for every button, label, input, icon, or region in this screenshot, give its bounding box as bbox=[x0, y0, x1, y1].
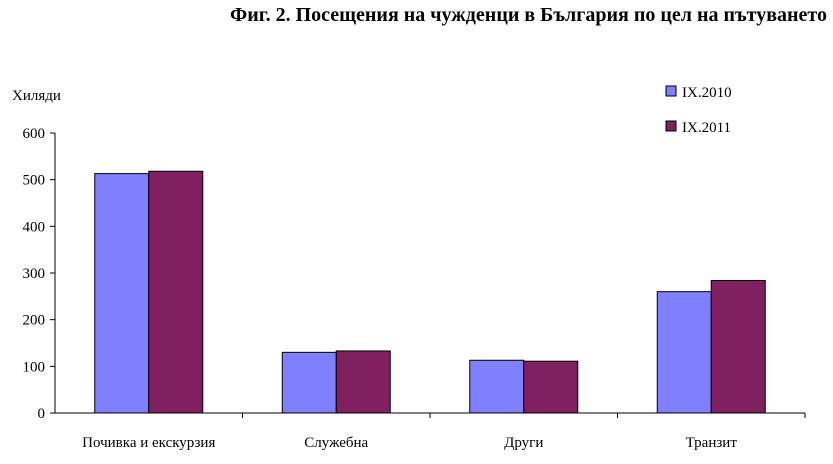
x-tick-label: Служебна bbox=[304, 435, 368, 451]
y-tick-label: 200 bbox=[23, 313, 46, 329]
bars bbox=[94, 170, 766, 414]
bar-ix-2011 bbox=[148, 170, 204, 414]
bar-ix-2010 bbox=[281, 351, 337, 414]
chart-title: Фиг. 2. Посещения на чужденци в България… bbox=[230, 4, 827, 26]
y-axis-ticks: 0 100 200 300 400 500 600 bbox=[23, 126, 55, 422]
bar-ix-2010 bbox=[656, 291, 712, 414]
legend-label: IX.2010 bbox=[682, 85, 732, 101]
bar-ix-2011 bbox=[335, 350, 391, 414]
bar-ix-2010 bbox=[94, 173, 150, 414]
x-axis-ticks: Почивка и екскурзия Служебна Други Транзит bbox=[82, 413, 806, 451]
bar-ix-2011 bbox=[523, 360, 579, 414]
y-tick-label: 500 bbox=[23, 173, 46, 189]
legend-swatch bbox=[665, 120, 677, 132]
bar-ix-2010 bbox=[469, 359, 525, 414]
x-tick-label: Други bbox=[504, 435, 543, 451]
y-tick-label: 0 bbox=[38, 406, 46, 422]
x-tick-label: Транзит bbox=[686, 435, 738, 451]
legend: IX.2010 IX.2011 bbox=[665, 85, 732, 136]
y-tick-label: 100 bbox=[23, 359, 46, 375]
y-tick-label: 300 bbox=[23, 266, 46, 282]
legend-swatch bbox=[665, 85, 677, 97]
y-tick-label: 600 bbox=[23, 126, 46, 142]
x-tick-label: Почивка и екскурзия bbox=[82, 435, 215, 451]
y-tick-label: 400 bbox=[23, 219, 46, 235]
legend-label: IX.2011 bbox=[682, 120, 731, 136]
bar-ix-2011 bbox=[710, 279, 766, 414]
y-axis-label: Хиляди bbox=[12, 88, 61, 104]
